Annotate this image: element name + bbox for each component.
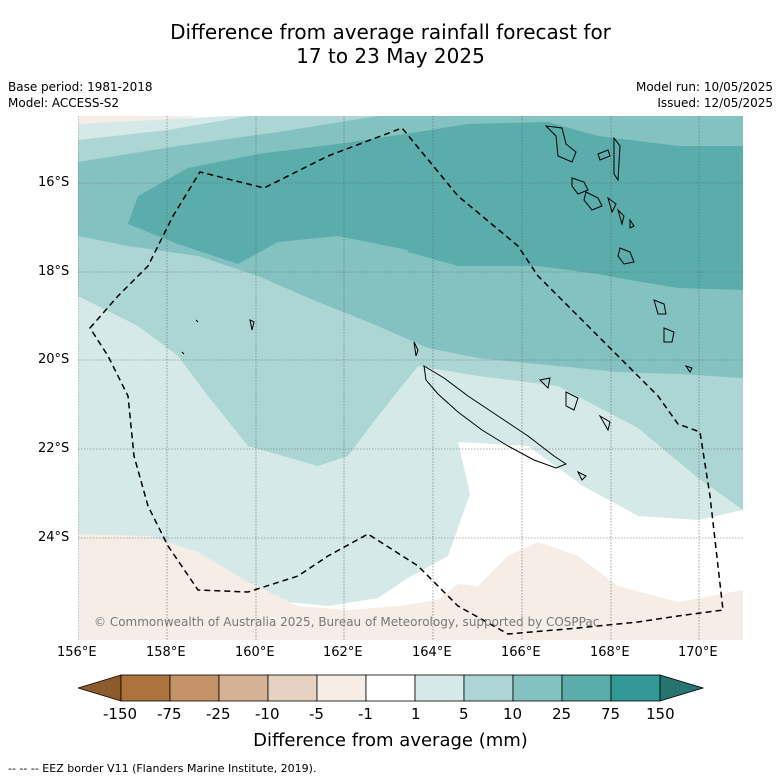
cbar-segment [463, 674, 514, 702]
gridlines [78, 116, 743, 640]
cbar-label-1: -75 [157, 705, 182, 723]
meta-left: Base period: 1981-2018 Model: ACCESS-S2 [8, 79, 153, 111]
cbar-label-11: 150 [646, 705, 675, 723]
lat-label-18: 18°S [38, 264, 70, 279]
meta-right: Model run: 10/05/2025 Issued: 12/05/2025 [636, 79, 773, 111]
colorbar [78, 674, 704, 702]
cbar-label-7: 5 [459, 705, 469, 723]
lon-label-166: 166°E [501, 645, 541, 660]
dry-band-bottom [78, 534, 743, 640]
cbar-label-5: -1 [358, 705, 373, 723]
cbar-segment [414, 674, 465, 702]
lat-label-22: 22°S [38, 441, 70, 456]
issued-date: Issued: 12/05/2025 [657, 96, 773, 110]
copyright-text: © Commonwealth of Australia 2025, Bureau… [94, 615, 599, 629]
cbar-segment [610, 674, 661, 702]
rainfall-map: © Commonwealth of Australia 2025, Bureau… [78, 116, 743, 640]
lon-label-164: 164°E [412, 645, 452, 660]
cbar-label-9: 25 [552, 705, 572, 723]
title-line-1: Difference from average rainfall forecas… [170, 20, 611, 44]
lon-label-162: 162°E [323, 645, 363, 660]
lat-label-20: 20°S [38, 352, 70, 367]
lon-label-158: 158°E [146, 645, 186, 660]
lon-label-170: 170°E [678, 645, 718, 660]
cbar-label-8: 10 [503, 705, 523, 723]
lon-label-156: 156°E [57, 645, 97, 660]
cbar-label-0: -150 [103, 705, 138, 723]
cbar-extend-high [659, 674, 704, 702]
cbar-segment [365, 674, 416, 702]
base-period: Base period: 1981-2018 [8, 80, 153, 94]
cbar-segment [267, 674, 318, 702]
cbar-label-3: -10 [255, 705, 280, 723]
small-islands [181, 319, 693, 373]
eez-border [89, 127, 724, 635]
cbar-segment [561, 674, 612, 702]
vanuatu-islands [544, 125, 675, 343]
cbar-label-2: -25 [206, 705, 231, 723]
colorbar-title: Difference from average (mm) [253, 730, 528, 751]
cbar-segment [218, 674, 269, 702]
cbar-label-4: -5 [309, 705, 324, 723]
lon-label-168: 168°E [590, 645, 630, 660]
band-25-to-75-inner [398, 138, 743, 286]
cbar-segment [120, 674, 171, 702]
cbar-segment [512, 674, 563, 702]
cbar-extend-low [78, 674, 122, 702]
cbar-label-10: 75 [601, 705, 621, 723]
cbar-segment [316, 674, 367, 702]
lat-label-16: 16°S [38, 175, 70, 190]
cbar-segment [169, 674, 220, 702]
model-run: Model run: 10/05/2025 [635, 80, 773, 94]
title-line-2: 17 to 23 May 2025 [296, 44, 485, 68]
model-name: Model: ACCESS-S2 [8, 96, 120, 110]
footer-note: -- -- -- EEZ border V11 (Flanders Marine… [8, 762, 317, 775]
cbar-label-6: 1 [411, 705, 421, 723]
chart-title: Difference from average rainfall forecas… [0, 20, 781, 68]
lat-label-24: 24°S [38, 530, 70, 545]
lon-label-160: 160°E [235, 645, 275, 660]
new-caledonia [413, 341, 611, 481]
